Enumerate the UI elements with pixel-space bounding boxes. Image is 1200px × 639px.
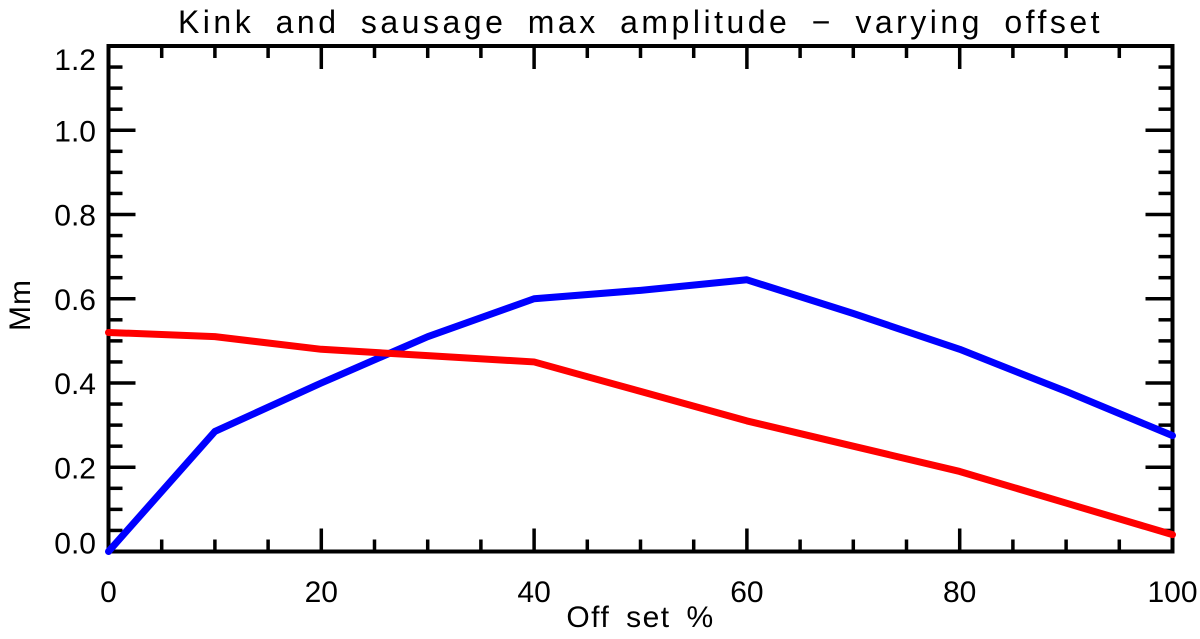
y-tick-label: 0.2 (54, 452, 96, 485)
x-tick-label: 80 (943, 576, 976, 609)
y-tick-label: 0.0 (54, 528, 96, 561)
red-curve-line (105, 328, 1176, 539)
x-tick-label: 40 (517, 576, 550, 609)
x-tick-label: 100 (1147, 576, 1197, 609)
x-tick-label: 0 (100, 576, 117, 609)
x-tick-label: 60 (730, 576, 763, 609)
blue-curve-line (105, 276, 1176, 555)
plot-frame (106, 44, 1175, 554)
chart-title: Kink and sausage max amplitude − varying… (177, 4, 1104, 40)
x-tick-label: 20 (305, 576, 338, 609)
y-tick-label: 1.0 (54, 115, 96, 148)
y-tick-label: 1.2 (54, 44, 96, 77)
x-axis-label: Off set % (566, 601, 715, 634)
y-tick-label: 0.4 (54, 368, 96, 401)
y-tick-label: 0.8 (54, 200, 96, 233)
y-tick-label: 0.6 (54, 284, 96, 317)
